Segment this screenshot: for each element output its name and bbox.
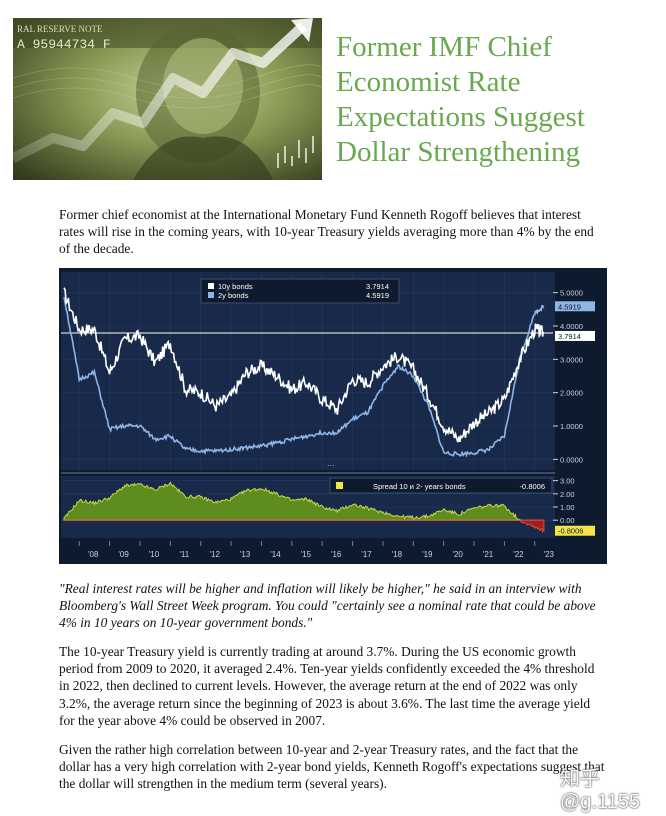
- x-tick-label: '23: [544, 550, 555, 559]
- legend-10y-value: 3.7914: [366, 282, 389, 291]
- headline-line-1: Former IMF Chief: [336, 31, 552, 63]
- body-paragraph-2: The 10-year Treasury yield is currently …: [59, 644, 595, 728]
- top-y-axis: 5.0000 4.0000 3.0000 2.0000 1.0000 0.0000 4.59…: [553, 289, 595, 464]
- last-value-10y-box: [555, 330, 595, 341]
- bottom-y-tick-label: 1.00: [560, 503, 575, 512]
- body-paragraph-3: Given the rather high correlation betwee…: [59, 742, 605, 792]
- svg-text:⋯: ⋯: [327, 461, 335, 470]
- bottom-y-tick-label: 2.00: [560, 490, 575, 499]
- legend-spread-swatch: [336, 482, 343, 489]
- last-value-spread-label: -0.8006: [558, 527, 583, 536]
- x-tick-label: '13: [240, 550, 251, 559]
- banknote-serial: A 95944734 F: [17, 37, 111, 52]
- bottom-y-axis: 3.00 2.00 1.00 0.00 -0.8006: [553, 477, 595, 536]
- banknote-text: RAL RESERVE NOTE: [17, 24, 103, 34]
- x-tick-label: '21: [483, 550, 494, 559]
- x-tick-label: '10: [149, 550, 160, 559]
- top-legend: 10y bonds 2y bonds 3.7914 4.5919: [200, 278, 400, 304]
- top-y-tick-label: 5.0000: [560, 289, 583, 298]
- spread-negative-area: [64, 519, 545, 534]
- x-axis: '08 '09 '10 '11 '12 '13 '14 '15 '16 '17 '18 '19 '20 '…: [78, 541, 555, 559]
- headline-line-4: Dollar Strengthening: [336, 136, 581, 168]
- top-y-tick-label: 2.0000: [560, 389, 583, 398]
- x-tick-label: '09: [118, 550, 129, 559]
- watermark-text: 知乎 @g.1155: [560, 768, 640, 813]
- intro-paragraph: Former chief economist at the Internatio…: [59, 207, 594, 257]
- legend-spread-label: Spread 10 и 2- years bonds: [373, 482, 466, 491]
- x-tick-label: '11: [179, 550, 189, 559]
- x-tick-label: '16: [331, 550, 342, 559]
- bottom-y-tick-label: 0.00: [560, 516, 575, 525]
- top-y-tick-label: 4.0000: [560, 322, 583, 331]
- bond-yield-chart: 5.0000 4.0000 3.0000 2.0000 1.0000 0.0000 4.59…: [59, 268, 607, 564]
- x-tick-label: '15: [301, 550, 312, 559]
- last-value-spread-box: [555, 525, 595, 536]
- series-10y-bonds-line: [63, 287, 545, 443]
- legend-2y-value: 4.5919: [366, 291, 389, 300]
- top-y-tick-label: 0.0000: [560, 455, 583, 464]
- last-value-2y-box: [555, 301, 595, 312]
- spread-positive-area: [63, 481, 544, 521]
- headline: Former IMF Chief Economist Rate Expectat…: [336, 30, 654, 170]
- x-tick-label: '20: [452, 550, 463, 559]
- legend-spread-value: -0.8006: [520, 482, 545, 491]
- legend-10y-swatch: [208, 283, 214, 289]
- x-tick-label: '14: [270, 550, 281, 559]
- x-tick-label: '22: [513, 550, 524, 559]
- x-tick-label: '12: [209, 550, 220, 559]
- last-value-10y-label: 3.7914: [558, 332, 581, 341]
- headline-line-3: Expectations Suggest: [336, 101, 585, 133]
- headline-line-2: Economist Rate: [336, 66, 521, 98]
- last-value-2y-label: 4.5919: [558, 302, 581, 311]
- hero-banknote-image: RAL RESERVE NOTE A 95944734 F: [13, 18, 322, 180]
- x-tick-label: '18: [392, 550, 403, 559]
- x-tick-label: '08: [88, 550, 99, 559]
- legend-2y-label: 2y bonds: [218, 291, 249, 300]
- quote-paragraph: "Real interest rates will be higher and …: [59, 581, 596, 631]
- bottom-y-tick-label: 3.00: [560, 477, 575, 486]
- bottom-legend: Spread 10 и 2- years bonds -0.8006: [329, 477, 553, 494]
- top-y-tick-label: 1.0000: [560, 422, 583, 431]
- legend-10y-label: 10y bonds: [218, 282, 253, 291]
- top-y-tick-label: 3.0000: [560, 355, 583, 364]
- series-2y-bonds-line: [63, 296, 545, 458]
- x-tick-label: '19: [422, 550, 433, 559]
- x-tick-label: '17: [361, 550, 372, 559]
- chart-svg: 5.0000 4.0000 3.0000 2.0000 1.0000 0.0000 4.59…: [59, 268, 607, 564]
- legend-2y-swatch: [208, 292, 214, 298]
